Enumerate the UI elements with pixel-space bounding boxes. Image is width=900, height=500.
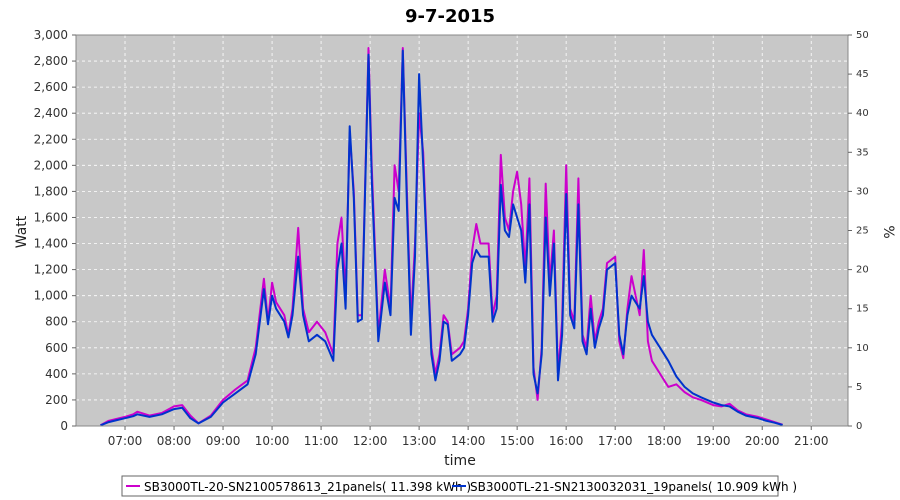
x-tick-label: 21:00 [794, 434, 829, 448]
y-tick-label: 0 [60, 419, 68, 433]
y-tick-label: 2,000 [34, 158, 68, 172]
y-tick-label: 1,000 [34, 289, 68, 303]
y2-axis-title: % [880, 225, 896, 238]
y-tick-label: 400 [45, 367, 68, 381]
x-tick-label: 19:00 [696, 434, 731, 448]
legend-box [121, 475, 779, 497]
x-tick-label: 10:00 [255, 434, 290, 448]
y-tick-label: 1,200 [34, 263, 68, 277]
plot-background [75, 34, 849, 427]
y-tick-label: 3,000 [34, 28, 68, 42]
y-tick-label: 200 [45, 393, 68, 407]
legend-label-1: SB3000TL-20-SN2100578613_21panels( 11.39… [144, 480, 471, 494]
y-tick-label: 800 [45, 315, 68, 329]
x-tick-label: 09:00 [206, 434, 241, 448]
y2-tick-label: 5 [856, 382, 862, 393]
series-layer [100, 47, 783, 427]
chart-title: 9-7-2015 [405, 6, 495, 27]
y2-tick-label: 20 [856, 265, 869, 276]
y-axis-ticks: 0 200 400 600 800 1,000 1,200 1,400 1,600 1,800 2,… [34, 28, 76, 433]
x-tick-label: 08:00 [157, 434, 192, 448]
y2-tick-label: 50 [856, 30, 869, 41]
y-tick-label: 2,200 [34, 132, 68, 146]
plot-area [75, 34, 849, 427]
y-tick-label: 2,800 [34, 54, 68, 68]
x-axis-title: time [444, 453, 476, 469]
x-axis-ticks: 07:00 08:00 09:00 10:00 11:00 12:00 13:00 14:00… [108, 426, 829, 448]
y2-tick-label: 10 [856, 343, 869, 354]
y-tick-label: 2,600 [34, 80, 68, 94]
y-tick-label: 1,800 [34, 184, 68, 198]
y2-tick-label: 40 [856, 108, 869, 119]
x-tick-label: 12:00 [353, 434, 388, 448]
y2-tick-label: 30 [856, 186, 869, 197]
y-axis-title: Watt [14, 215, 30, 248]
y2-tick-label: 15 [856, 304, 869, 315]
legend: SB3000TL-20-SN2100578613_21panels( 11.39… [121, 475, 797, 497]
x-tick-label: 20:00 [745, 434, 780, 448]
y-tick-label: 1,400 [34, 237, 68, 251]
y2-tick-label: 25 [856, 226, 869, 237]
legend-label-2: SB3000TL-21-SN2130032031_19panels( 10.90… [470, 480, 797, 494]
x-tick-label: 16:00 [549, 434, 584, 448]
y-tick-label: 2,400 [34, 106, 68, 120]
y2-tick-label: 35 [856, 147, 869, 158]
y2-axis-ticks: 0 5 10 15 20 25 30 35 40 45 50 [848, 30, 869, 432]
x-tick-label: 14:00 [451, 434, 486, 448]
x-tick-label: 11:00 [304, 434, 339, 448]
y2-tick-label: 0 [856, 421, 862, 432]
y2-tick-label: 45 [856, 69, 869, 80]
series-line-2 [100, 49, 783, 427]
y-tick-label: 1,600 [34, 210, 68, 224]
grid [76, 35, 848, 426]
x-tick-label: 13:00 [402, 434, 437, 448]
x-tick-label: 18:00 [647, 434, 682, 448]
x-tick-label: 15:00 [500, 434, 535, 448]
y-tick-label: 600 [45, 341, 68, 355]
x-tick-label: 07:00 [108, 434, 143, 448]
x-tick-label: 17:00 [598, 434, 633, 448]
